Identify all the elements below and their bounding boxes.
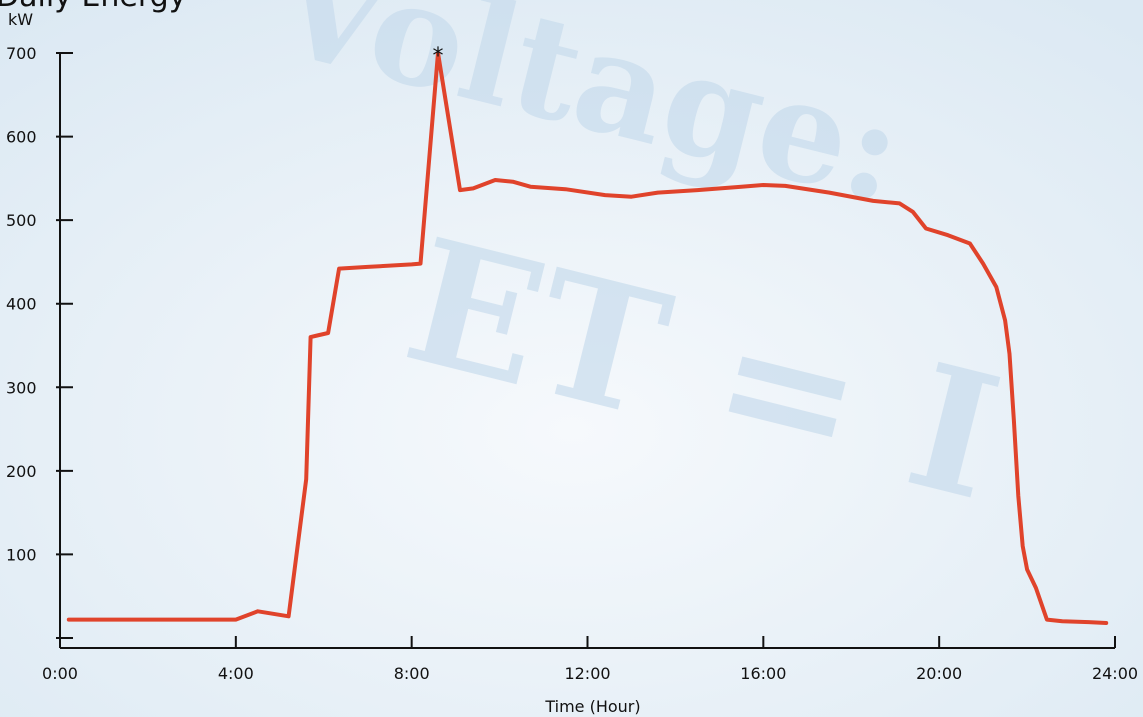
x-tick-label-12: 12:00	[564, 664, 610, 683]
x-tick-label-8: 8:00	[394, 664, 430, 683]
series-line	[66, 51, 1109, 625]
y-tick-label-200: 200	[6, 462, 37, 481]
y-tick-label-300: 300	[6, 378, 37, 397]
y-tick-label-600: 600	[6, 128, 37, 147]
x-axis-label: Time (Hour)	[544, 697, 640, 716]
y-axis-label: kW	[8, 10, 33, 29]
x-tick-label-0: 0:00	[42, 664, 78, 683]
y-tick-label-500: 500	[6, 211, 37, 230]
peak-marker: *	[433, 44, 444, 69]
x-tick-label-16: 16:00	[740, 664, 786, 683]
x-axis-ticks: 0:00 4:00 8:00 12:00 16:00 20:00 24:00	[42, 636, 1138, 683]
y-tick-label-700: 700	[6, 44, 37, 63]
y-tick-label-100: 100	[6, 545, 37, 564]
chart-title: Daily Energy	[0, 0, 186, 14]
x-tick-label-20: 20:00	[916, 664, 962, 683]
x-tick-label-24: 24:00	[1092, 664, 1138, 683]
y-axis-ticks: 100 200 300 400 500 600 700	[6, 44, 73, 639]
x-tick-label-4: 4:00	[218, 664, 254, 683]
y-tick-label-400: 400	[6, 295, 37, 314]
